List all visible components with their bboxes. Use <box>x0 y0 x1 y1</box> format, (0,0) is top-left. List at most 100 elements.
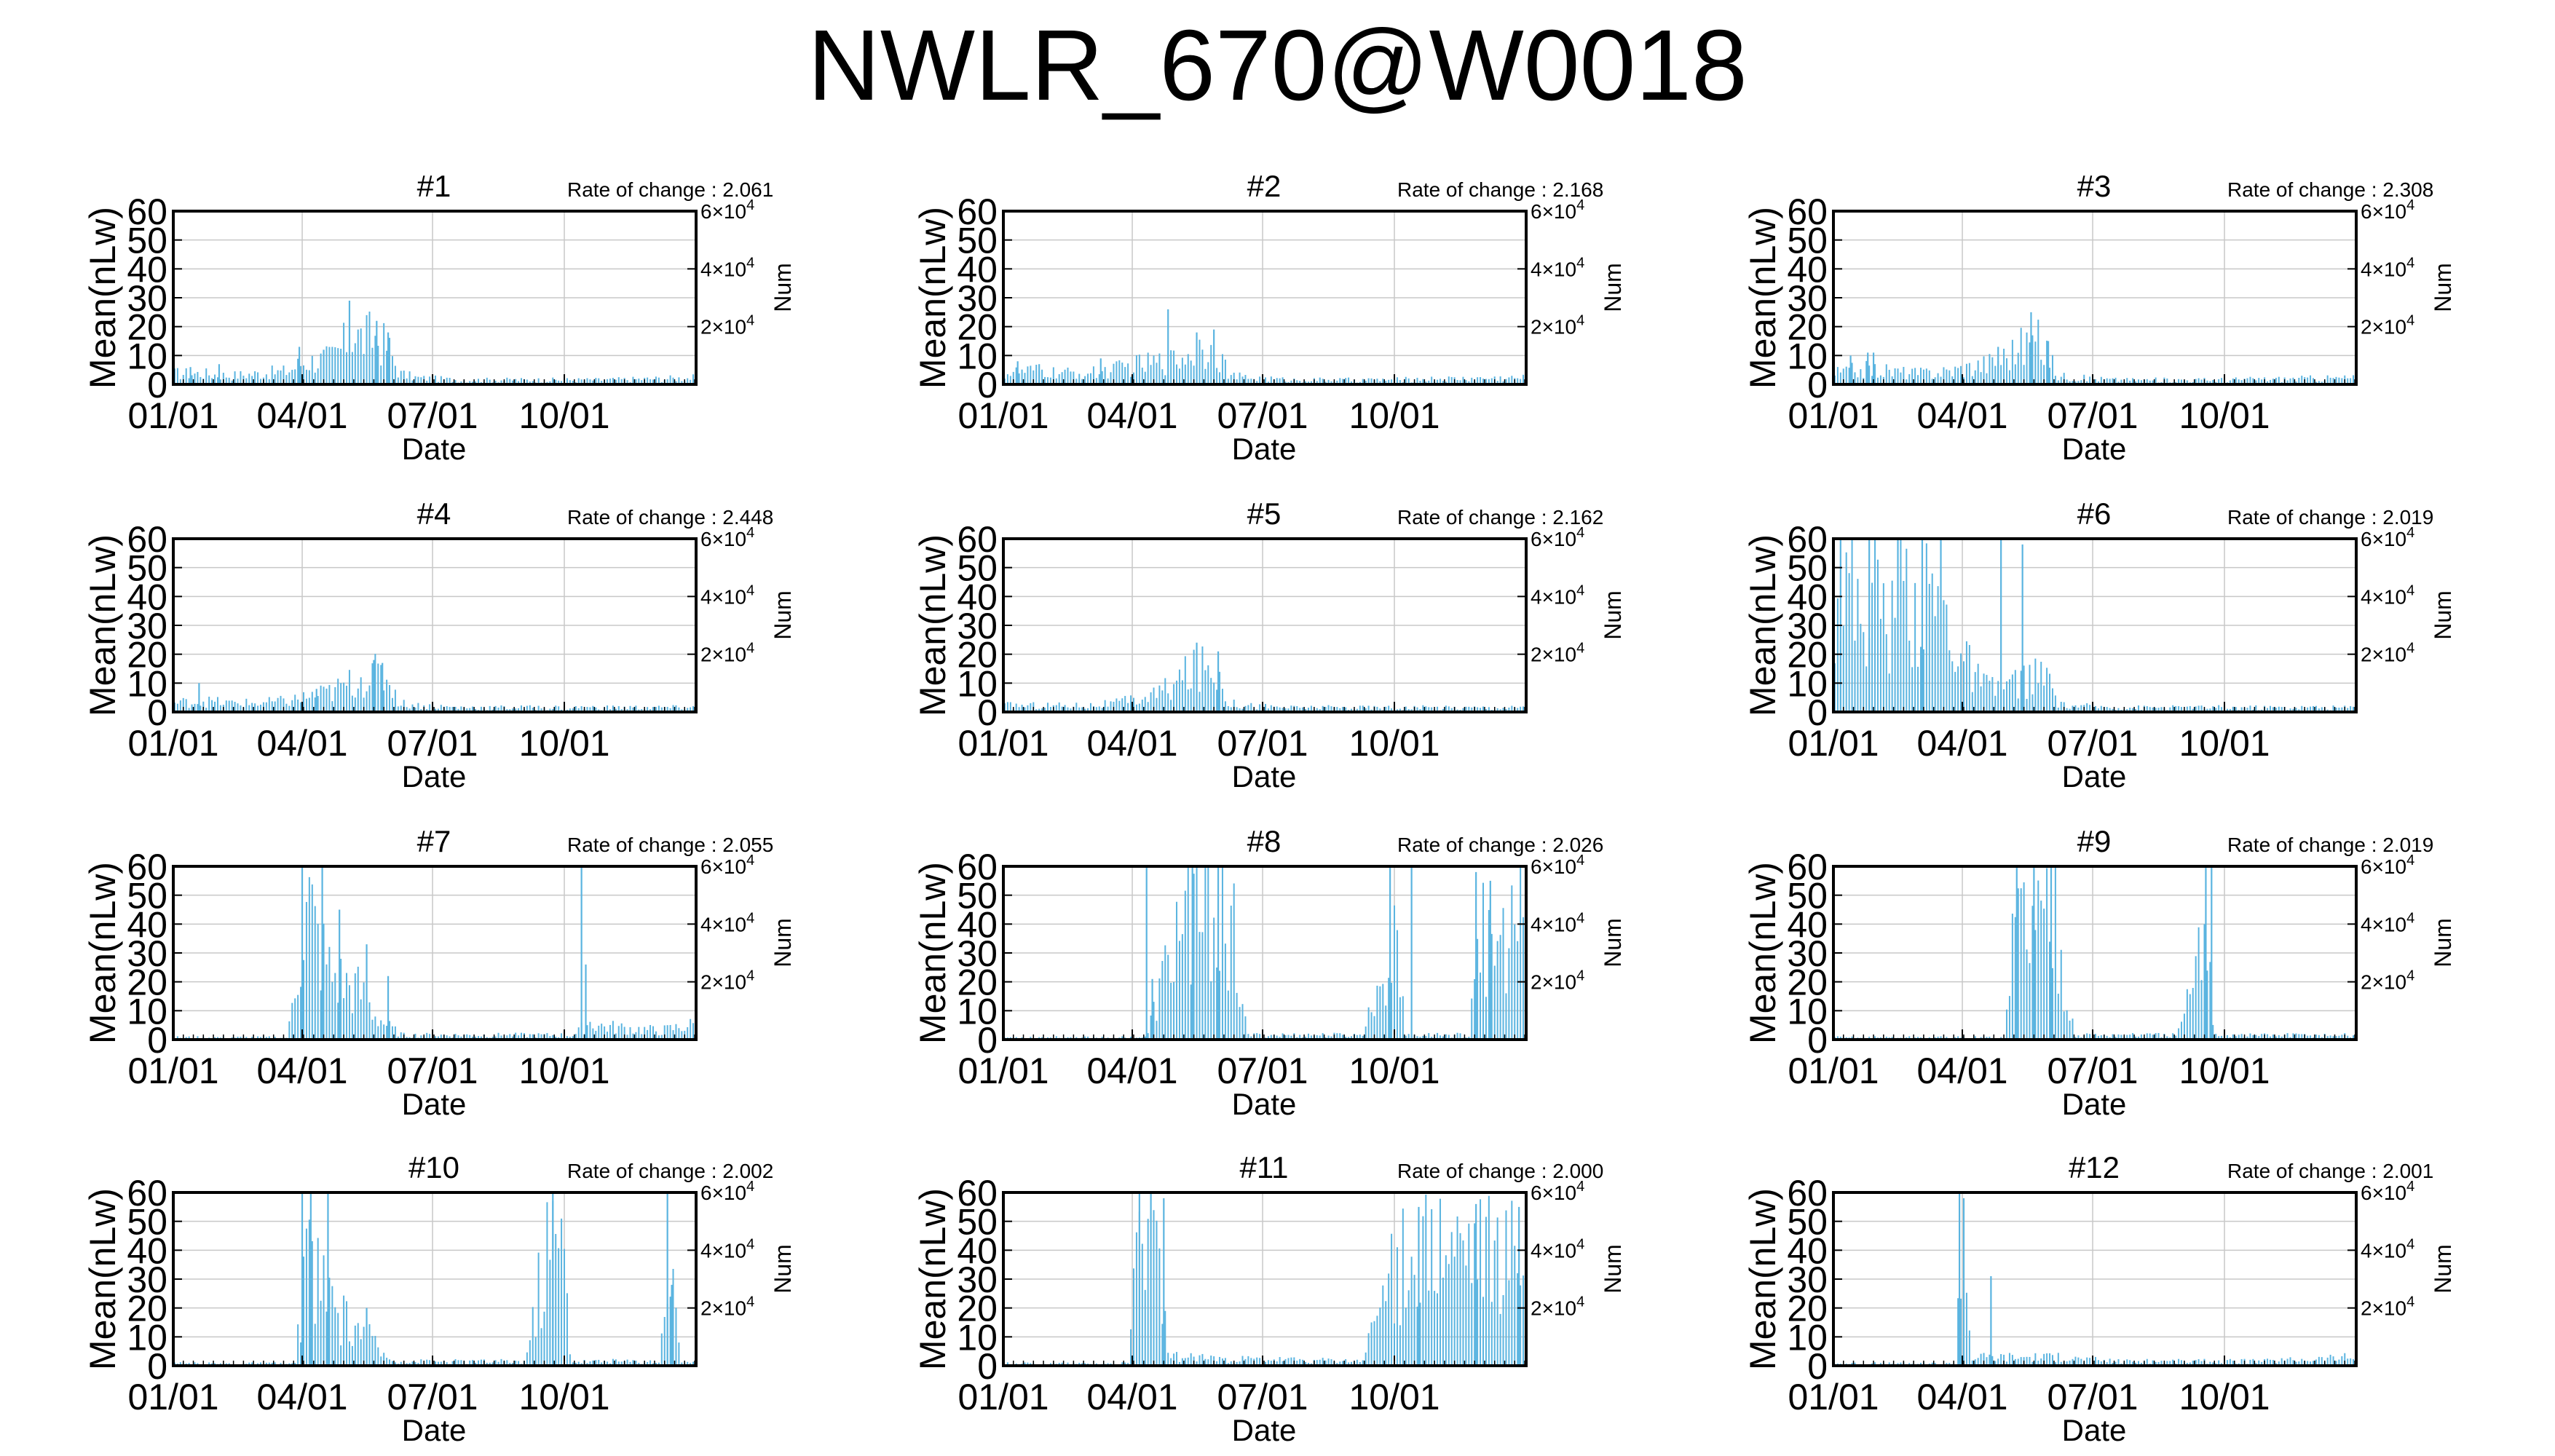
x-tick-label: 07/01 <box>387 1051 478 1091</box>
x-axis-label: Date <box>402 1413 467 1447</box>
y-tick-label: 50 <box>1787 1202 1828 1243</box>
y-tick-label: 60 <box>1787 191 1828 232</box>
rate-of-change: Rate of change : 2.308 <box>2227 178 2433 201</box>
y2-axis-label: Num <box>2430 263 2456 312</box>
x-axis-label: Date <box>2062 1087 2127 1121</box>
y-tick-label: 40 <box>1787 904 1828 945</box>
y-axis-label: Mean(nLw) <box>912 1188 953 1370</box>
x-tick-label: 07/01 <box>387 1377 478 1417</box>
y2-axis-label: Num <box>2430 1244 2456 1294</box>
y-tick-label: 50 <box>1787 221 1828 261</box>
y2-tick-label: 6×104 <box>2361 197 2414 223</box>
y-tick-label: 20 <box>1787 1289 1828 1329</box>
x-tick-label: 01/01 <box>1788 1377 1879 1417</box>
rate-of-change: Rate of change : 2.055 <box>567 834 773 856</box>
y-tick-label: 40 <box>957 249 998 290</box>
y-tick-label: 20 <box>957 1289 998 1329</box>
y2-tick-label: 2×104 <box>700 968 754 994</box>
x-tick-label: 01/01 <box>1788 395 1879 436</box>
y-tick-label: 10 <box>1787 336 1828 376</box>
y2-axis-label: Num <box>770 590 796 640</box>
x-tick-label: 04/01 <box>1086 723 1177 764</box>
y-tick-label: 10 <box>127 991 167 1032</box>
x-axis-label: Date <box>2062 1413 2127 1447</box>
y2-tick-label: 2×104 <box>2361 641 2414 666</box>
x-tick-label: 10/01 <box>1348 1377 1440 1417</box>
y2-tick-label: 6×104 <box>2361 852 2414 878</box>
y2-tick-label: 6×104 <box>1531 852 1584 878</box>
x-tick-label: 07/01 <box>1217 1377 1308 1417</box>
y-tick-label: 30 <box>127 278 167 319</box>
y2-tick-label: 2×104 <box>2361 313 2414 339</box>
bar-series <box>1833 866 2355 1040</box>
y-tick-label: 60 <box>1787 519 1828 560</box>
y-tick-label: 60 <box>957 519 998 560</box>
x-tick-label: 07/01 <box>1217 395 1308 436</box>
x-axis-label: Date <box>2062 432 2127 466</box>
rate-of-change: Rate of change : 2.019 <box>2227 834 2433 856</box>
y2-tick-label: 2×104 <box>700 641 754 666</box>
y2-tick-label: 6×104 <box>700 525 754 550</box>
y-tick-label: 30 <box>957 933 998 974</box>
y-tick-label: 0 <box>1807 1020 1828 1061</box>
y-tick-label: 0 <box>147 1346 167 1387</box>
panel-title: #9 <box>2077 824 2112 858</box>
y2-axis-label: Num <box>770 263 796 312</box>
y-tick-label: 10 <box>127 1317 167 1358</box>
x-tick-label: 04/01 <box>1916 395 2007 436</box>
y-axis-label: Mean(nLw) <box>912 862 953 1044</box>
y-tick-label: 60 <box>127 519 167 560</box>
x-tick-label: 07/01 <box>387 723 478 764</box>
x-tick-label: 04/01 <box>1916 1051 2007 1091</box>
x-tick-label: 04/01 <box>256 395 347 436</box>
y2-tick-label: 4×104 <box>2361 1236 2414 1262</box>
y-tick-label: 10 <box>127 336 167 376</box>
y-tick-label: 0 <box>147 1020 167 1061</box>
x-tick-label: 10/01 <box>2179 1377 2270 1417</box>
y-tick-label: 30 <box>957 606 998 646</box>
y-tick-label: 20 <box>957 307 998 348</box>
bar-series <box>1833 1192 2355 1366</box>
y2-axis-label: Num <box>1600 1244 1626 1294</box>
y-tick-label: 60 <box>957 1173 998 1214</box>
x-tick-label: 07/01 <box>2047 1051 2138 1091</box>
y-tick-label: 60 <box>957 191 998 232</box>
bar-series <box>173 866 695 1040</box>
y2-tick-label: 2×104 <box>2361 1294 2414 1320</box>
y-tick-label: 20 <box>957 962 998 1003</box>
y-tick-label: 50 <box>957 876 998 917</box>
x-tick-label: 04/01 <box>1086 1377 1177 1417</box>
y-tick-label: 30 <box>957 278 998 319</box>
y-axis-label: Mean(nLw) <box>82 1188 123 1370</box>
y2-axis-label: Num <box>770 918 796 968</box>
y-tick-label: 20 <box>127 1289 167 1329</box>
y-tick-label: 30 <box>957 1259 998 1300</box>
y2-tick-label: 6×104 <box>1531 1179 1584 1204</box>
y-tick-label: 40 <box>1787 1230 1828 1271</box>
y-tick-label: 20 <box>1787 962 1828 1003</box>
x-tick-label: 07/01 <box>2047 395 2138 436</box>
x-tick-label: 01/01 <box>127 723 218 764</box>
y-axis-label: Mean(nLw) <box>912 534 953 716</box>
rate-of-change: Rate of change : 2.019 <box>2227 506 2433 529</box>
y2-tick-label: 4×104 <box>700 1236 754 1262</box>
y-tick-label: 60 <box>1787 1173 1828 1214</box>
x-tick-label: 04/01 <box>1086 395 1177 436</box>
y-tick-label: 30 <box>1787 606 1828 646</box>
x-tick-label: 04/01 <box>1086 1051 1177 1091</box>
y2-tick-label: 6×104 <box>1531 197 1584 223</box>
y-tick-label: 60 <box>957 847 998 887</box>
y-tick-label: 40 <box>127 1230 167 1271</box>
y2-tick-label: 4×104 <box>700 910 754 935</box>
x-tick-label: 07/01 <box>1217 1051 1308 1091</box>
y2-tick-label: 6×104 <box>700 852 754 878</box>
y-tick-label: 40 <box>957 904 998 945</box>
y-tick-label: 50 <box>957 548 998 589</box>
y2-tick-label: 2×104 <box>1531 968 1584 994</box>
y-tick-label: 30 <box>1787 278 1828 319</box>
